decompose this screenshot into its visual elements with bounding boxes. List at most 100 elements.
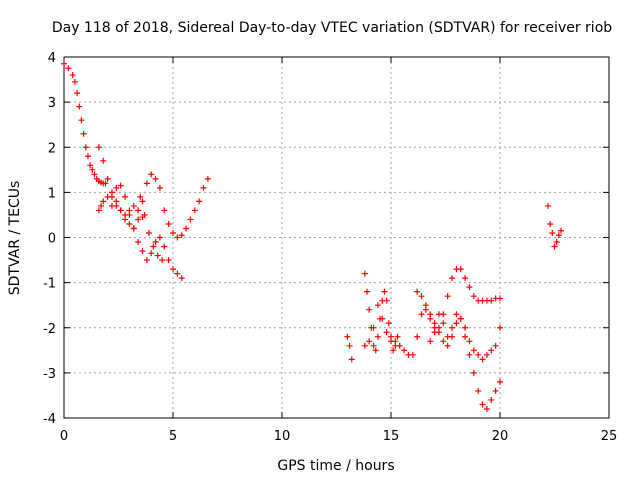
data-point — [148, 250, 155, 257]
data-point — [95, 207, 102, 214]
data-point — [122, 216, 129, 223]
data-point — [431, 324, 438, 331]
data-point — [170, 229, 176, 236]
data-point — [146, 229, 153, 236]
series-trace-1 — [61, 60, 109, 187]
data-point — [435, 311, 442, 318]
data-point — [444, 333, 451, 340]
data-point — [100, 157, 107, 164]
data-point — [61, 60, 67, 67]
data-point — [344, 333, 351, 340]
data-point — [348, 356, 355, 363]
data-point — [383, 329, 390, 336]
data-point — [555, 232, 562, 239]
data-point — [475, 387, 482, 394]
y-tick-label: -4 — [43, 412, 56, 427]
data-point — [466, 351, 473, 358]
series-trace-5 — [137, 193, 166, 264]
data-point — [154, 252, 161, 259]
data-point — [346, 342, 353, 349]
y-tick-label: -2 — [43, 322, 56, 337]
data-point — [370, 342, 377, 349]
y-tick-label: 2 — [48, 141, 56, 156]
data-point — [462, 333, 469, 340]
data-point — [418, 293, 425, 300]
data-point — [69, 72, 76, 79]
data-point — [453, 311, 460, 318]
data-point — [427, 338, 434, 345]
data-point — [390, 347, 397, 354]
data-point — [374, 302, 381, 309]
data-point — [444, 342, 451, 349]
data-points — [61, 60, 565, 412]
data-point — [113, 198, 120, 205]
data-point — [553, 239, 560, 246]
data-point — [91, 171, 98, 178]
data-point — [544, 202, 551, 209]
data-point — [364, 288, 371, 295]
data-point — [122, 193, 129, 200]
series-trace-7 — [361, 270, 401, 354]
data-point — [462, 275, 469, 282]
data-point — [427, 315, 434, 322]
data-point — [388, 333, 394, 340]
data-point — [449, 324, 456, 331]
data-point — [130, 225, 137, 232]
data-point — [108, 202, 115, 209]
data-point — [422, 302, 429, 309]
chart-title: Day 118 of 2018, Sidereal Day-to-day VTE… — [52, 20, 612, 36]
data-point — [440, 320, 447, 327]
data-point — [170, 266, 176, 273]
x-axis-label: GPS time / hours — [277, 458, 394, 474]
data-point — [165, 257, 172, 264]
y-tick-label: 1 — [48, 186, 56, 201]
data-point — [174, 234, 181, 241]
data-point — [178, 275, 185, 282]
data-point — [174, 270, 181, 277]
y-axis-label: SDTVAR / TECUs — [7, 181, 23, 296]
series-trace-4 — [108, 171, 211, 241]
data-point — [470, 369, 477, 376]
y-tick-label: 4 — [48, 51, 56, 66]
data-point — [117, 182, 124, 189]
data-point — [549, 229, 556, 236]
data-point — [117, 207, 124, 214]
data-point — [479, 401, 486, 408]
data-point — [409, 351, 416, 358]
data-point — [479, 356, 486, 363]
data-point — [483, 351, 490, 358]
data-point — [470, 293, 477, 300]
data-point — [139, 198, 146, 205]
data-point — [558, 227, 565, 234]
x-tick-label: 20 — [492, 429, 509, 444]
data-point — [385, 320, 392, 327]
data-point — [80, 130, 87, 137]
data-point — [183, 225, 190, 232]
data-point — [488, 347, 495, 354]
data-point — [366, 338, 373, 345]
data-point — [191, 207, 198, 214]
data-point — [126, 207, 133, 214]
data-point — [161, 243, 168, 250]
data-point — [135, 239, 142, 246]
series-trace-11 — [544, 202, 565, 250]
data-point — [366, 306, 373, 313]
data-point — [492, 342, 499, 349]
data-point — [497, 324, 503, 331]
data-point — [383, 297, 390, 304]
data-point — [74, 90, 81, 97]
grid-lines — [64, 57, 609, 418]
data-point — [156, 184, 163, 191]
data-point — [370, 324, 377, 331]
data-point — [547, 220, 554, 227]
data-point — [104, 175, 111, 182]
data-point — [130, 202, 137, 209]
data-point — [466, 284, 473, 291]
x-tick-label: 0 — [60, 429, 68, 444]
data-point — [401, 347, 408, 354]
y-tick-label: -3 — [43, 367, 56, 382]
data-point — [95, 144, 102, 151]
data-point — [372, 347, 379, 354]
data-point — [76, 103, 83, 110]
data-point — [100, 198, 107, 205]
